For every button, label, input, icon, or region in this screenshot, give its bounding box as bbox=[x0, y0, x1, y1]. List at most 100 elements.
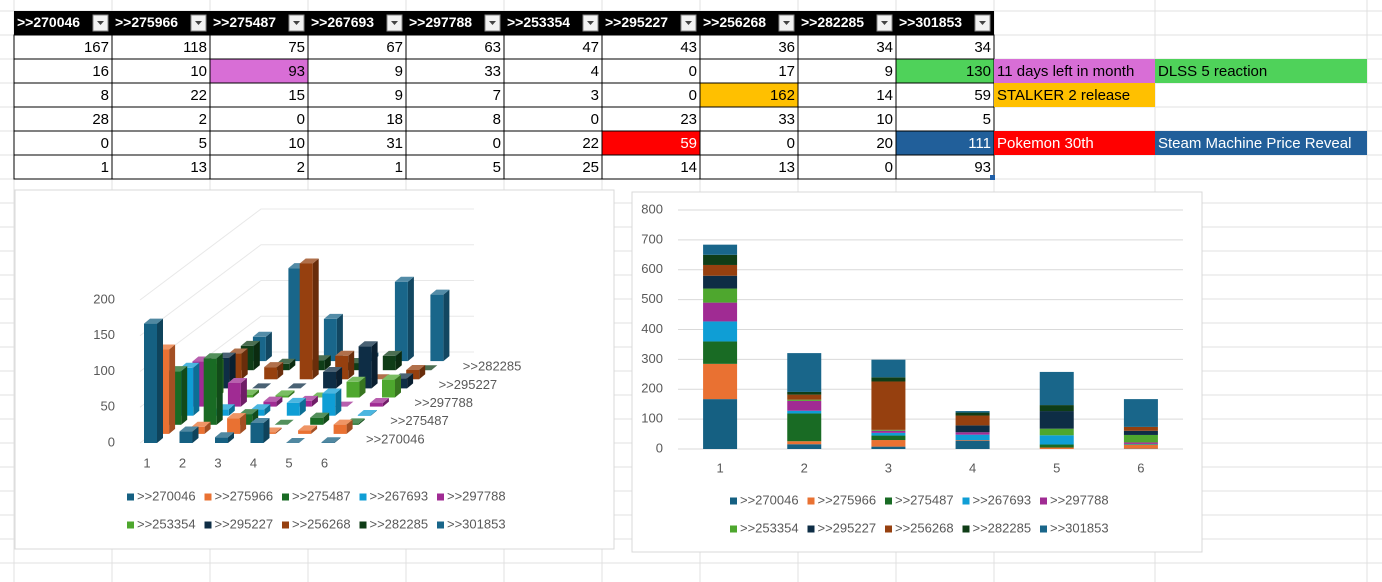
note-text: DLSS 5 reaction bbox=[1158, 63, 1267, 80]
bar-side bbox=[193, 362, 200, 416]
filter-button[interactable] bbox=[778, 14, 795, 32]
legend-label: >>270046 bbox=[740, 492, 799, 507]
table-cell bbox=[503, 106, 603, 132]
bar-top bbox=[286, 438, 305, 443]
bar-side bbox=[204, 421, 211, 434]
bar-segment bbox=[1039, 447, 1074, 449]
cell-value: 9 bbox=[395, 87, 403, 104]
bar-3d bbox=[299, 258, 319, 380]
note-cell bbox=[1155, 131, 1367, 155]
filter-button[interactable] bbox=[582, 14, 599, 32]
filter-button[interactable] bbox=[876, 14, 893, 32]
bar-side bbox=[288, 390, 295, 398]
bar-side bbox=[371, 341, 378, 389]
cell-value: 23 bbox=[680, 111, 697, 128]
bar-top bbox=[250, 417, 270, 423]
filter-button[interactable] bbox=[190, 14, 207, 32]
legend-swatch bbox=[204, 521, 212, 529]
column-header: >>267693 bbox=[311, 14, 374, 30]
table-cell bbox=[797, 154, 897, 180]
note-text: STALKER 2 release bbox=[997, 87, 1130, 104]
bar-top bbox=[251, 404, 271, 410]
y-tick-label: 100 bbox=[93, 363, 115, 378]
bar-top bbox=[252, 331, 272, 337]
cell-value: 13 bbox=[190, 159, 207, 176]
column-header: >>275966 bbox=[115, 14, 178, 30]
note-cell bbox=[1155, 59, 1367, 83]
cell-value: 1 bbox=[395, 159, 403, 176]
bar-3d bbox=[394, 276, 414, 362]
x-tick-label: 5 bbox=[285, 455, 292, 470]
bar-top bbox=[321, 437, 341, 443]
bar-front bbox=[322, 393, 336, 416]
bar-segment bbox=[871, 446, 906, 449]
filter-button[interactable] bbox=[92, 14, 109, 32]
legend-label: >>297788 bbox=[1050, 492, 1109, 507]
legend-swatch bbox=[885, 497, 892, 505]
table-cell bbox=[307, 154, 407, 180]
bar-segment bbox=[955, 425, 990, 433]
bar-3d bbox=[323, 313, 343, 362]
table-cell bbox=[13, 130, 113, 156]
filter-arrow bbox=[97, 21, 104, 25]
filter-button[interactable] bbox=[484, 14, 501, 32]
bar-side bbox=[346, 419, 353, 434]
cell-value: 36 bbox=[778, 39, 795, 56]
cell-value: 0 bbox=[297, 111, 305, 128]
y-tick-label: 600 bbox=[641, 261, 663, 276]
legend-swatch bbox=[807, 497, 815, 505]
bar-top bbox=[382, 350, 402, 356]
bar-side bbox=[253, 340, 260, 371]
table-cell bbox=[405, 130, 505, 156]
filter-button[interactable] bbox=[974, 14, 991, 32]
column-header: >>297788 bbox=[409, 14, 472, 30]
cell-value: 17 bbox=[778, 63, 795, 80]
bar-3d bbox=[286, 397, 306, 416]
bar-top bbox=[263, 396, 283, 402]
table-cell bbox=[209, 106, 309, 132]
bar-segment bbox=[955, 412, 990, 416]
depth-axis-label: >>297788 bbox=[414, 395, 473, 410]
column-header: >>295227 bbox=[605, 14, 668, 30]
bar-segment bbox=[1039, 371, 1074, 406]
x-tick-label: 4 bbox=[250, 455, 257, 470]
filter-button[interactable] bbox=[386, 14, 403, 32]
bar-side bbox=[323, 412, 330, 425]
column-header: >>275487 bbox=[213, 14, 276, 30]
bar-top bbox=[252, 383, 272, 389]
bar-top bbox=[144, 318, 163, 324]
legend-swatch bbox=[437, 521, 444, 529]
x-tick-label: 5 bbox=[1053, 460, 1060, 475]
depth-axis-label: >>282285 bbox=[463, 359, 522, 374]
legend-swatch bbox=[1040, 525, 1047, 533]
bar-segment bbox=[1123, 444, 1158, 445]
bar-segment bbox=[1039, 435, 1074, 445]
y-tick-label: 500 bbox=[641, 291, 663, 306]
bar-side bbox=[395, 374, 401, 398]
table-cell bbox=[307, 82, 407, 108]
filter-button[interactable] bbox=[680, 14, 697, 32]
filter-button[interactable] bbox=[288, 14, 305, 32]
bar-segment bbox=[955, 440, 990, 441]
legend-label: >>301853 bbox=[447, 516, 506, 531]
cell-value: 5 bbox=[493, 159, 501, 176]
bar-3d bbox=[215, 432, 234, 443]
filter-arrow bbox=[783, 21, 790, 25]
bar-3d bbox=[264, 362, 284, 380]
cell-value: 13 bbox=[778, 159, 795, 176]
y-tick-label: 0 bbox=[108, 434, 115, 449]
x-tick-label: 1 bbox=[143, 455, 150, 470]
bar-3d bbox=[323, 366, 343, 389]
note-cell bbox=[994, 59, 1155, 83]
table-cell bbox=[13, 58, 113, 84]
bar-segment bbox=[871, 381, 906, 430]
bar-side bbox=[312, 258, 319, 380]
bar-front bbox=[275, 395, 289, 398]
legend-label: >>267693 bbox=[370, 488, 429, 503]
cell-value: 34 bbox=[974, 39, 991, 56]
x-tick-label: 4 bbox=[969, 460, 976, 475]
bar-side bbox=[253, 389, 259, 398]
bar-front bbox=[288, 268, 302, 362]
bar-side bbox=[299, 397, 306, 416]
